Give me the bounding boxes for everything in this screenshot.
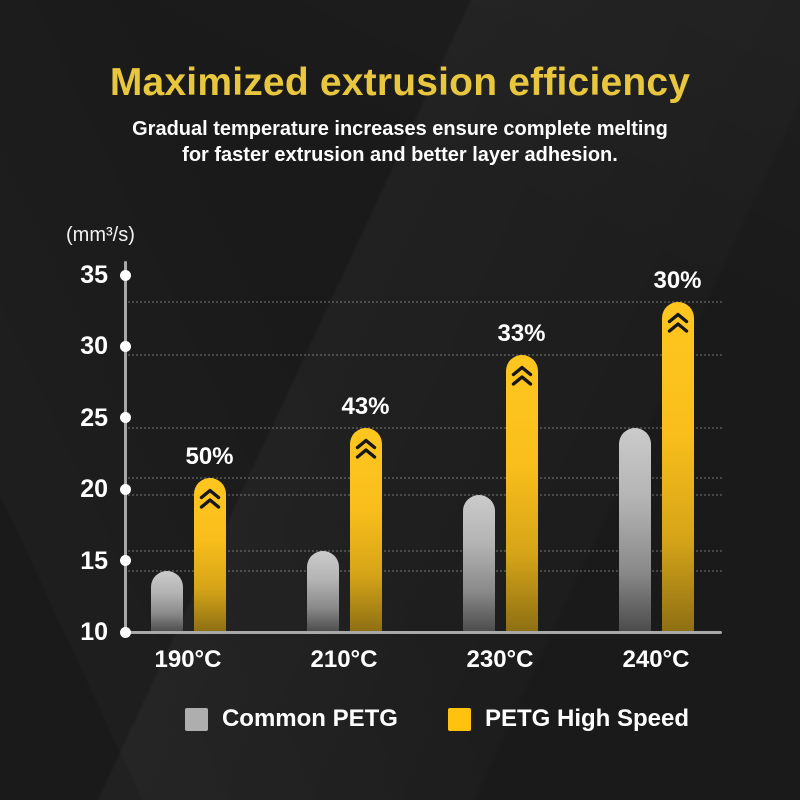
double-chevron-up-wrap <box>353 437 379 461</box>
y-tick-label: 20 <box>80 475 108 504</box>
bar-petg-high-speed-210c <box>349 427 382 632</box>
gain-label-190c: 50% <box>185 442 234 470</box>
legend-label: PETG High Speed <box>484 705 690 732</box>
tick-dot <box>119 269 131 281</box>
y-tick-label: 35 <box>80 261 108 289</box>
guide-line <box>125 353 722 356</box>
guide-line <box>125 569 722 572</box>
bar-common-petg-210c <box>306 550 339 632</box>
double-chevron-up-wrap <box>509 364 535 388</box>
legend-item-common-petg: Common PETG <box>184 705 398 733</box>
tick-dot <box>119 340 131 352</box>
bar-common-petg-240c <box>618 427 651 632</box>
guide-line <box>125 426 722 429</box>
legend-label: Common PETG <box>221 705 398 732</box>
guide-line <box>125 549 722 552</box>
tick-dot <box>119 555 131 567</box>
tick-dot <box>119 626 131 638</box>
bar-common-petg-190c <box>150 570 183 632</box>
legend-swatch-common-petg <box>184 707 208 731</box>
y-tick-label: 10 <box>80 618 108 646</box>
y-axis-line <box>123 261 127 634</box>
bar-petg-high-speed-230c <box>505 354 538 632</box>
bar-petg-high-speed-190c <box>193 477 226 632</box>
x-axis-label-230c: 230°C <box>466 646 534 673</box>
legend-item-petg-high-speed: PETG High Speed <box>447 705 690 733</box>
tick-dot <box>119 412 131 424</box>
guide-line <box>125 301 722 304</box>
subtitle-line-1: Gradual temperature increases ensure com… <box>132 118 668 140</box>
y-axis-unit-label: (mm³/s) <box>66 224 135 246</box>
gain-label-210c: 43% <box>341 392 390 420</box>
double-chevron-up-icon <box>199 488 220 509</box>
double-chevron-up-icon <box>511 365 532 386</box>
y-tick-label: 25 <box>80 403 108 432</box>
gain-label-230c: 33% <box>497 319 546 347</box>
gain-label-240c: 30% <box>653 267 702 295</box>
double-chevron-up-icon <box>355 438 376 459</box>
subtitle: Gradual temperature increases ensure com… <box>0 116 800 168</box>
double-chevron-up-wrap <box>665 311 691 335</box>
legend-swatch-petg-high-speed <box>447 707 471 731</box>
bar-petg-high-speed-240c <box>661 302 694 632</box>
double-chevron-up-wrap <box>197 487 223 511</box>
x-axis-label-210c: 210°C <box>310 646 378 673</box>
x-axis-label-240c: 240°C <box>622 646 690 673</box>
tick-dot <box>119 483 131 495</box>
bar-common-petg-230c <box>462 494 495 632</box>
chart-legend: Common PETG PETG High Speed <box>37 705 800 733</box>
x-axis-line <box>123 630 722 634</box>
y-tick-label: 15 <box>80 546 108 575</box>
y-tick-label: 30 <box>80 332 108 361</box>
guide-line <box>125 476 722 479</box>
page-title: Maximized extrusion efficiency <box>109 61 691 104</box>
double-chevron-up-icon <box>667 312 688 333</box>
subtitle-line-2: for faster extrusion and better layer ad… <box>182 144 618 166</box>
x-axis-label-190c: 190°C <box>154 646 222 673</box>
guide-line <box>125 493 722 496</box>
